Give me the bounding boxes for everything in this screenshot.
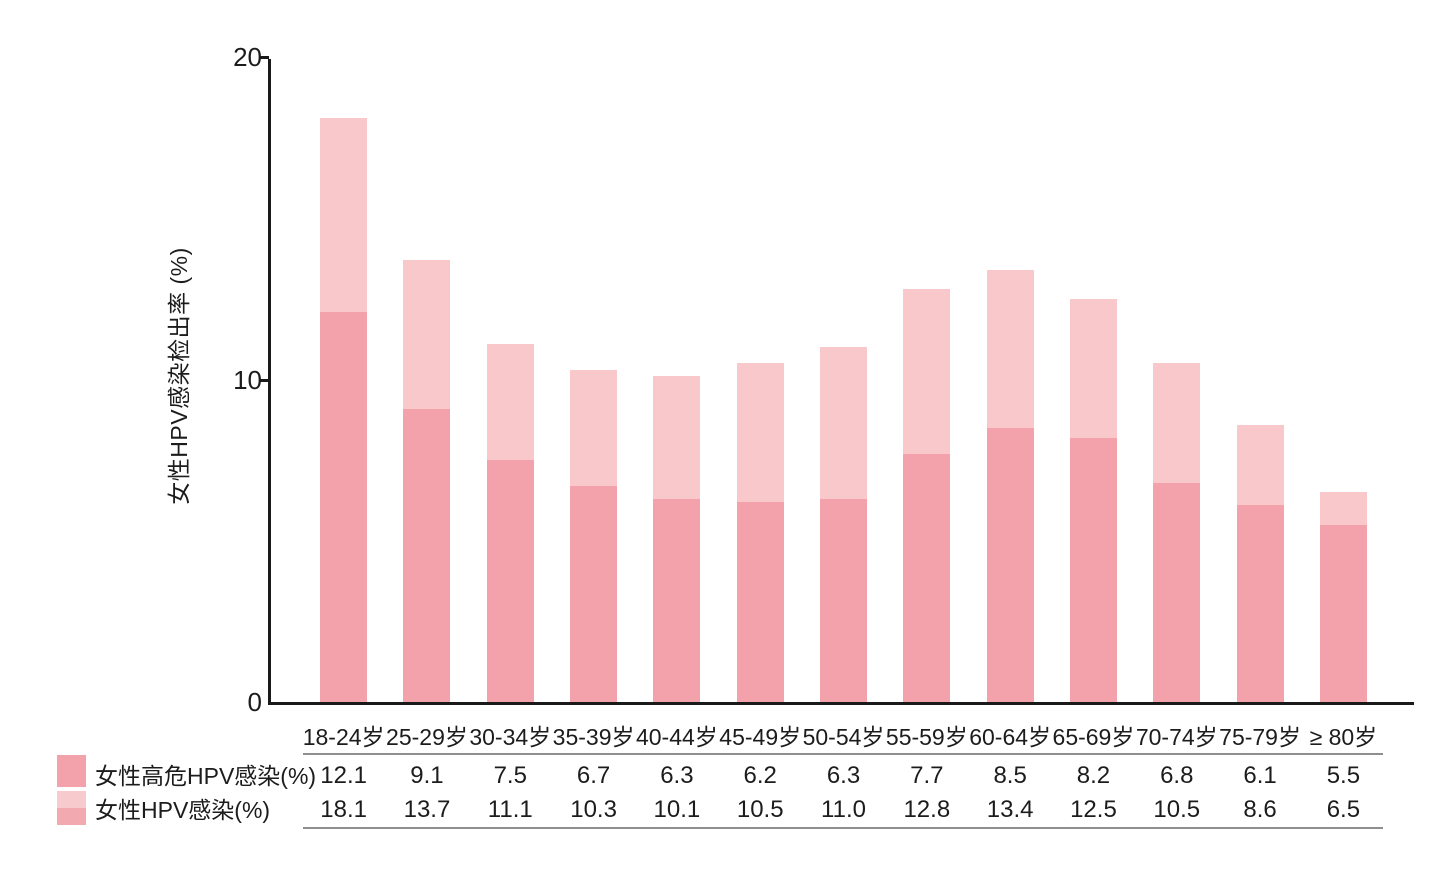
x-axis-label: 30-34岁 — [469, 724, 552, 750]
y-tick-mark — [260, 56, 269, 59]
y-tick-label: 20 — [233, 42, 262, 72]
x-axis-label: 75-79岁 — [1219, 724, 1301, 750]
table-cell: 6.3 — [826, 762, 861, 789]
bar-segment-high-risk — [820, 498, 867, 702]
x-axis-label: 25-29岁 — [386, 724, 468, 750]
bar-segment-high-risk — [486, 460, 534, 702]
table-cell: 11.0 — [821, 796, 866, 823]
bar-segment-high-risk — [986, 427, 1034, 702]
x-axis — [268, 702, 1414, 705]
table-rule-top — [303, 753, 1383, 755]
table-rule-bottom — [303, 827, 1383, 829]
table-cell: 8.6 — [1243, 796, 1277, 823]
x-axis-label: 65-69岁 — [1052, 724, 1135, 750]
x-axis-label: ≥ 80岁 — [1309, 724, 1378, 750]
table-cell: 6.8 — [1160, 762, 1194, 789]
legend-swatch-total — [57, 791, 86, 825]
x-axis-label: 60-64岁 — [969, 724, 1052, 750]
table-cell: 12.1 — [320, 762, 367, 789]
table-cell: 13.4 — [986, 796, 1034, 823]
table-cell: 6.5 — [1326, 796, 1361, 823]
legend-label-total: 女性HPV感染(%) — [95, 797, 271, 823]
x-axis-label: 70-74岁 — [1135, 724, 1218, 750]
table-cell: 11.1 — [487, 796, 533, 823]
x-axis-label: 35-39岁 — [552, 724, 635, 750]
table-cell: 7.5 — [493, 762, 527, 789]
table-cell: 10.3 — [570, 796, 617, 823]
table-cell: 18.1 — [320, 796, 367, 823]
table-cell: 10.1 — [653, 796, 701, 823]
bar-segment-high-risk — [403, 408, 451, 702]
legend-label-high-risk: 女性高危HPV感染(%) — [95, 763, 317, 789]
x-axis-label: 40-44岁 — [635, 724, 718, 750]
y-axis-title: 女性HPV感染检出率 (%) — [166, 247, 192, 505]
table-cell: 12.8 — [903, 796, 951, 823]
bar-segment-high-risk — [570, 485, 618, 702]
x-axis-label: 18-24岁 — [302, 724, 385, 750]
y-tick-mark — [260, 378, 269, 382]
y-axis — [268, 59, 271, 705]
table-cell: 6.7 — [576, 762, 611, 789]
legend-swatch-high-risk — [57, 755, 86, 787]
table-cell: 10.5 — [736, 796, 784, 823]
bar-segment-high-risk — [653, 498, 701, 702]
table-cell: 7.7 — [910, 762, 944, 789]
bar-segment-high-risk — [1069, 437, 1117, 702]
table-cell: 13.7 — [403, 796, 451, 823]
table-cell: 6.1 — [1243, 762, 1277, 789]
bar-segment-high-risk — [736, 502, 784, 702]
table-cell: 9.1 — [410, 762, 444, 789]
x-axis-label: 55-59岁 — [885, 724, 968, 750]
bar-segment-high-risk — [903, 453, 951, 702]
bar-segment-high-risk — [320, 311, 368, 702]
x-axis-label: 45-49岁 — [719, 724, 802, 750]
table-cell: 12.5 — [1070, 796, 1117, 823]
table-cell: 10.5 — [1153, 796, 1201, 823]
y-tick-label: 0 — [247, 687, 262, 717]
y-tick-label: 10 — [233, 364, 262, 395]
x-axis-label: 50-54岁 — [802, 724, 885, 750]
table-cell: 8.5 — [993, 762, 1027, 789]
bar-segment-high-risk — [1236, 505, 1284, 702]
table-cell: 6.3 — [660, 762, 694, 789]
table-cell: 8.2 — [1076, 762, 1111, 789]
bar-segment-high-risk — [1153, 482, 1201, 702]
table-cell: 6.2 — [743, 762, 777, 789]
table-cell: 5.5 — [1326, 762, 1361, 789]
bar-segment-high-risk — [1319, 524, 1367, 702]
